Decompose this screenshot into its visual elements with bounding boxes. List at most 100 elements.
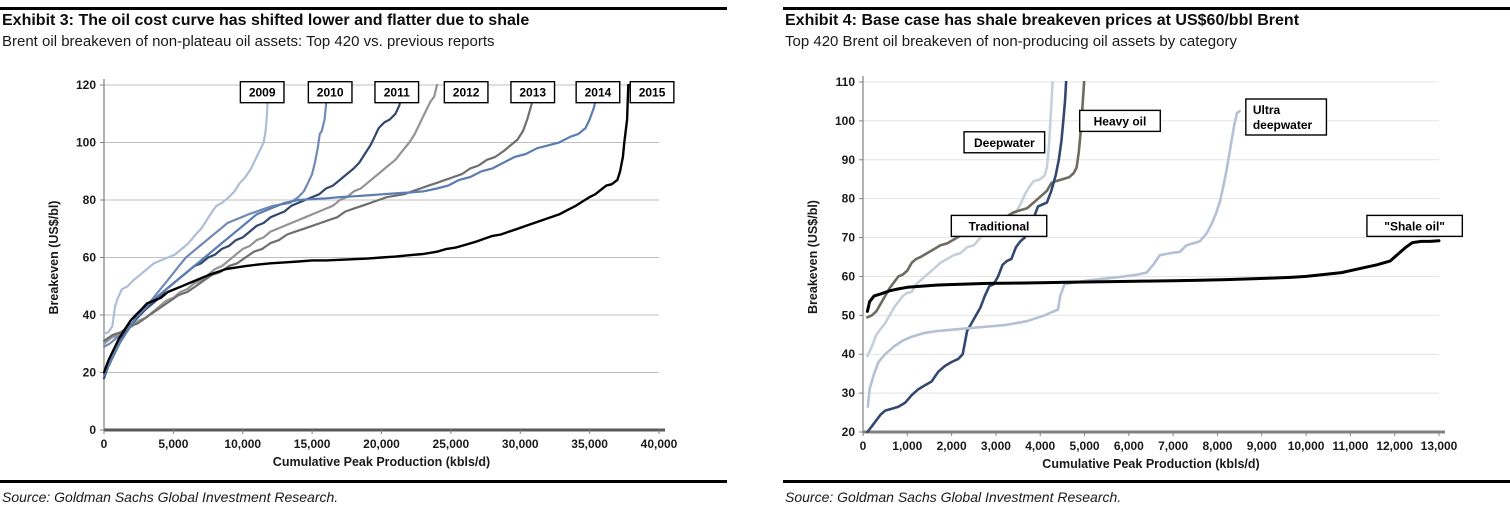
label-2013: 2013: [510, 80, 556, 104]
exhibit4-source: Source: Goldman Sachs Global Investment …: [785, 489, 1122, 505]
label-2015: 2015: [629, 80, 675, 104]
svg-text:50: 50: [842, 308, 856, 322]
label-deepwater: Deepwater: [963, 131, 1046, 154]
exhibit3-chart: 0 20 40 60 80 100 120 0 5,000 10,000 15,000 20,000 2…: [47, 78, 678, 469]
gridlines: [104, 84, 659, 373]
series-2010-line: [103, 84, 329, 348]
svg-text:100: 100: [76, 136, 96, 150]
y-tick-labels: 20 30 40 50 60 70 80 90 100 110: [835, 75, 863, 439]
svg-text:2011: 2011: [384, 86, 410, 100]
svg-text:2014: 2014: [585, 86, 612, 100]
svg-text:0: 0: [89, 423, 96, 437]
svg-text:3,000: 3,000: [981, 439, 1011, 453]
label--shale-oil-: "Shale oil": [1366, 214, 1464, 238]
svg-text:25,000: 25,000: [433, 437, 470, 451]
label-2014: 2014: [575, 80, 621, 104]
series-deepwater-line: [866, 81, 1054, 358]
svg-text:60: 60: [83, 251, 97, 265]
svg-text:1,000: 1,000: [892, 439, 922, 453]
series-2015-line: [103, 84, 630, 374]
exhibit3-bottom-rule: [0, 480, 727, 483]
svg-text:20,000: 20,000: [363, 437, 400, 451]
svg-text:60: 60: [842, 269, 856, 283]
exhibit3-subtitle: Brent oil breakeven of non-plateau oil a…: [2, 33, 495, 50]
svg-text:11,000: 11,000: [1332, 439, 1368, 453]
svg-text:40: 40: [842, 347, 856, 361]
svg-text:40,000: 40,000: [641, 437, 678, 451]
svg-text:90: 90: [842, 153, 856, 167]
series-traditional-line: [866, 81, 1068, 433]
svg-text:120: 120: [76, 78, 96, 92]
svg-text:8,000: 8,000: [1202, 439, 1232, 453]
svg-text:2009: 2009: [249, 86, 276, 100]
svg-text:13,000: 13,000: [1421, 439, 1458, 453]
exhibit3-top-rule: [0, 7, 727, 10]
svg-text:100: 100: [835, 114, 855, 128]
exhibit4-top-rule: [783, 7, 1510, 10]
svg-text:0: 0: [101, 437, 108, 451]
series-2011-line: [103, 84, 405, 380]
label-heavy-oil: Heavy oil: [1078, 109, 1161, 133]
svg-text:Traditional: Traditional: [969, 219, 1030, 233]
svg-text:80: 80: [83, 193, 97, 207]
svg-text:2012: 2012: [453, 86, 480, 100]
series-2009-line: [103, 84, 270, 335]
x-axis-title: Cumulative Peak Production (kbls/d): [1042, 457, 1259, 471]
series-lines: [865, 81, 1441, 433]
svg-text:80: 80: [842, 192, 856, 206]
label-2012: 2012: [443, 80, 489, 104]
svg-text:2,000: 2,000: [937, 439, 967, 453]
exhibit4-title: Exhibit 4: Base case has shale breakeven…: [785, 12, 1300, 29]
svg-text:10,000: 10,000: [1288, 439, 1325, 453]
svg-text:35,000: 35,000: [571, 437, 608, 451]
svg-text:5,000: 5,000: [158, 437, 188, 451]
label-2009: 2009: [239, 80, 285, 104]
svg-text:2010: 2010: [317, 86, 344, 100]
svg-text:4,000: 4,000: [1025, 439, 1055, 453]
exhibit3-source: Source: Goldman Sachs Global Investment …: [2, 489, 339, 505]
series-2012-line: [103, 84, 439, 345]
exhibit4-chart: 20 30 40 50 60 70 80 90 100 110 0 1,000 2,000 3,000 4,…: [806, 75, 1464, 471]
series-2013-line: [103, 84, 535, 342]
series-lines: [103, 84, 630, 380]
y-axis-title: Breakeven (US$/bl): [47, 201, 61, 315]
svg-text:110: 110: [836, 75, 856, 89]
svg-text:0: 0: [860, 439, 867, 453]
svg-text:70: 70: [842, 231, 856, 245]
exhibit4-panel: Exhibit 4: Base case has shale breakeven…: [783, 0, 1510, 522]
x-tick-labels: 0 5,000 10,000 15,000 20,000 25,000 30,000 35,0…: [101, 430, 678, 451]
svg-text:30,000: 30,000: [502, 437, 539, 451]
x-tick-labels: 0 1,000 2,000 3,000 4,000 5,000 6,000 7,000 8,00…: [860, 432, 1458, 453]
svg-text:15,000: 15,000: [294, 437, 331, 451]
exhibit4-subtitle: Top 420 Brent oil breakeven of non-produ…: [785, 33, 1237, 50]
label-traditional: Traditional: [950, 214, 1048, 238]
svg-text:20: 20: [83, 366, 97, 380]
svg-text:12,000: 12,000: [1376, 439, 1413, 453]
svg-text:"Shale oil": "Shale oil": [1384, 219, 1445, 233]
label-2011: 2011: [374, 80, 420, 104]
y-tick-labels: 0 20 40 60 80 100 120: [76, 78, 104, 437]
svg-text:10,000: 10,000: [224, 437, 261, 451]
svg-text:20: 20: [842, 425, 856, 439]
exhibit3-title: Exhibit 3: The oil cost curve has shifte…: [2, 12, 530, 29]
y-axis-title: Breakeven (US$/bl): [806, 200, 820, 314]
series--shale-oil--line: [865, 239, 1441, 313]
svg-text:Deepwater: Deepwater: [974, 136, 1035, 150]
svg-text:2015: 2015: [639, 86, 666, 100]
svg-text:6,000: 6,000: [1114, 439, 1144, 453]
series-2014-line: [103, 84, 599, 377]
svg-text:5,000: 5,000: [1070, 439, 1100, 453]
exhibit3-panel: Exhibit 3: The oil cost curve has shifte…: [0, 0, 727, 522]
exhibit4-bottom-rule: [783, 480, 1510, 483]
x-axis-title: Cumulative Peak Production (kbls/d): [273, 455, 490, 469]
label-2010: 2010: [307, 80, 353, 104]
svg-text:40: 40: [83, 308, 97, 322]
svg-text:2013: 2013: [519, 86, 546, 100]
svg-text:Heavy oil: Heavy oil: [1094, 114, 1147, 128]
svg-text:Ultra: Ultra: [1253, 103, 1281, 117]
svg-text:9,000: 9,000: [1247, 439, 1277, 453]
svg-text:7,000: 7,000: [1158, 439, 1188, 453]
svg-text:deepwater: deepwater: [1253, 118, 1313, 132]
series-ultra-deepwater-line: [866, 109, 1241, 409]
